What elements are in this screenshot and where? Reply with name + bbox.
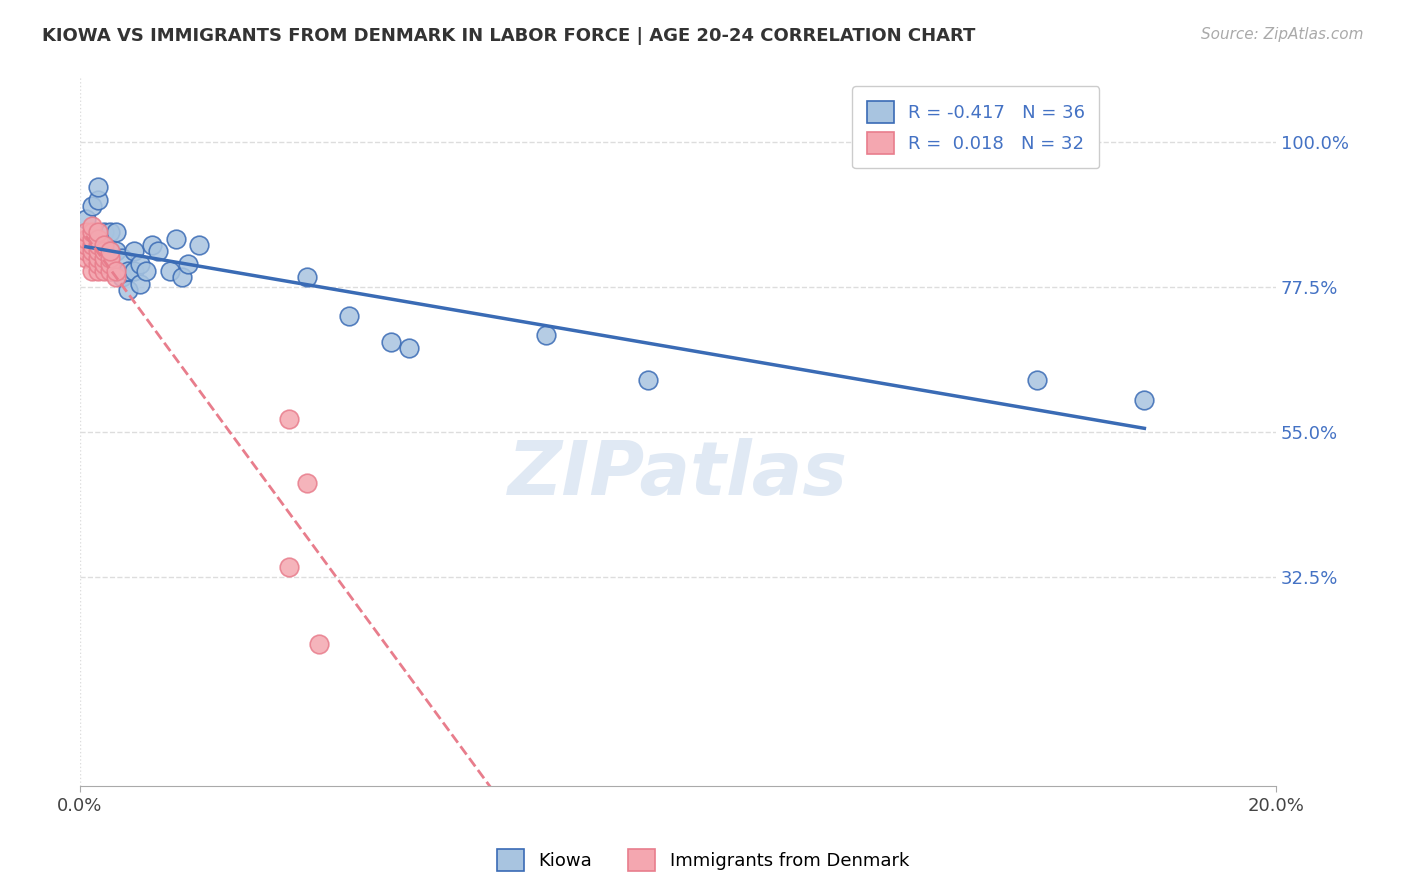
Text: Source: ZipAtlas.com: Source: ZipAtlas.com xyxy=(1201,27,1364,42)
Point xyxy=(104,264,127,278)
Point xyxy=(87,264,110,278)
Point xyxy=(80,264,103,278)
Text: KIOWA VS IMMIGRANTS FROM DENMARK IN LABOR FORCE | AGE 20-24 CORRELATION CHART: KIOWA VS IMMIGRANTS FROM DENMARK IN LABO… xyxy=(42,27,976,45)
Point xyxy=(98,257,121,271)
Point xyxy=(104,264,127,278)
Point xyxy=(87,231,110,245)
Point xyxy=(87,244,110,259)
Point xyxy=(295,476,318,491)
Point xyxy=(93,238,115,252)
Point xyxy=(80,251,103,265)
Text: ZIPatlas: ZIPatlas xyxy=(508,438,848,511)
Point xyxy=(87,238,110,252)
Point xyxy=(122,264,145,278)
Point xyxy=(141,238,163,252)
Point xyxy=(93,257,115,271)
Point xyxy=(135,264,157,278)
Point xyxy=(637,373,659,387)
Legend: R = -0.417   N = 36, R =  0.018   N = 32: R = -0.417 N = 36, R = 0.018 N = 32 xyxy=(852,87,1099,169)
Point xyxy=(278,412,301,426)
Point xyxy=(75,238,97,252)
Point xyxy=(308,637,330,651)
Point xyxy=(87,180,110,194)
Point xyxy=(98,244,121,259)
Point xyxy=(380,334,402,349)
Point xyxy=(398,341,420,355)
Point xyxy=(93,264,115,278)
Point xyxy=(1133,392,1156,407)
Point xyxy=(87,193,110,207)
Point xyxy=(98,264,121,278)
Point xyxy=(128,277,150,291)
Point xyxy=(104,244,127,259)
Point xyxy=(98,244,121,259)
Point xyxy=(111,251,134,265)
Point xyxy=(93,251,115,265)
Point xyxy=(93,244,115,259)
Point xyxy=(122,244,145,259)
Point xyxy=(80,244,103,259)
Point xyxy=(75,212,97,227)
Point xyxy=(170,270,193,285)
Point xyxy=(117,283,139,297)
Point xyxy=(87,251,110,265)
Point xyxy=(98,251,121,265)
Point xyxy=(93,244,115,259)
Point xyxy=(536,328,558,343)
Legend: Kiowa, Immigrants from Denmark: Kiowa, Immigrants from Denmark xyxy=(489,842,917,879)
Point xyxy=(80,199,103,213)
Point xyxy=(75,231,97,245)
Point xyxy=(75,244,97,259)
Point xyxy=(80,231,103,245)
Point xyxy=(80,219,103,233)
Point xyxy=(146,244,169,259)
Point xyxy=(111,270,134,285)
Point xyxy=(337,309,360,323)
Point xyxy=(80,238,103,252)
Point xyxy=(176,257,198,271)
Point xyxy=(75,225,97,239)
Point xyxy=(98,264,121,278)
Point xyxy=(104,225,127,239)
Point xyxy=(117,264,139,278)
Point xyxy=(188,238,211,252)
Point xyxy=(295,270,318,285)
Point xyxy=(87,225,110,239)
Point xyxy=(87,257,110,271)
Point xyxy=(98,225,121,239)
Point xyxy=(93,225,115,239)
Point xyxy=(75,251,97,265)
Point xyxy=(165,231,187,245)
Point xyxy=(278,560,301,574)
Point xyxy=(128,257,150,271)
Point xyxy=(104,270,127,285)
Point xyxy=(1025,373,1047,387)
Point xyxy=(159,264,181,278)
Point xyxy=(80,225,103,239)
